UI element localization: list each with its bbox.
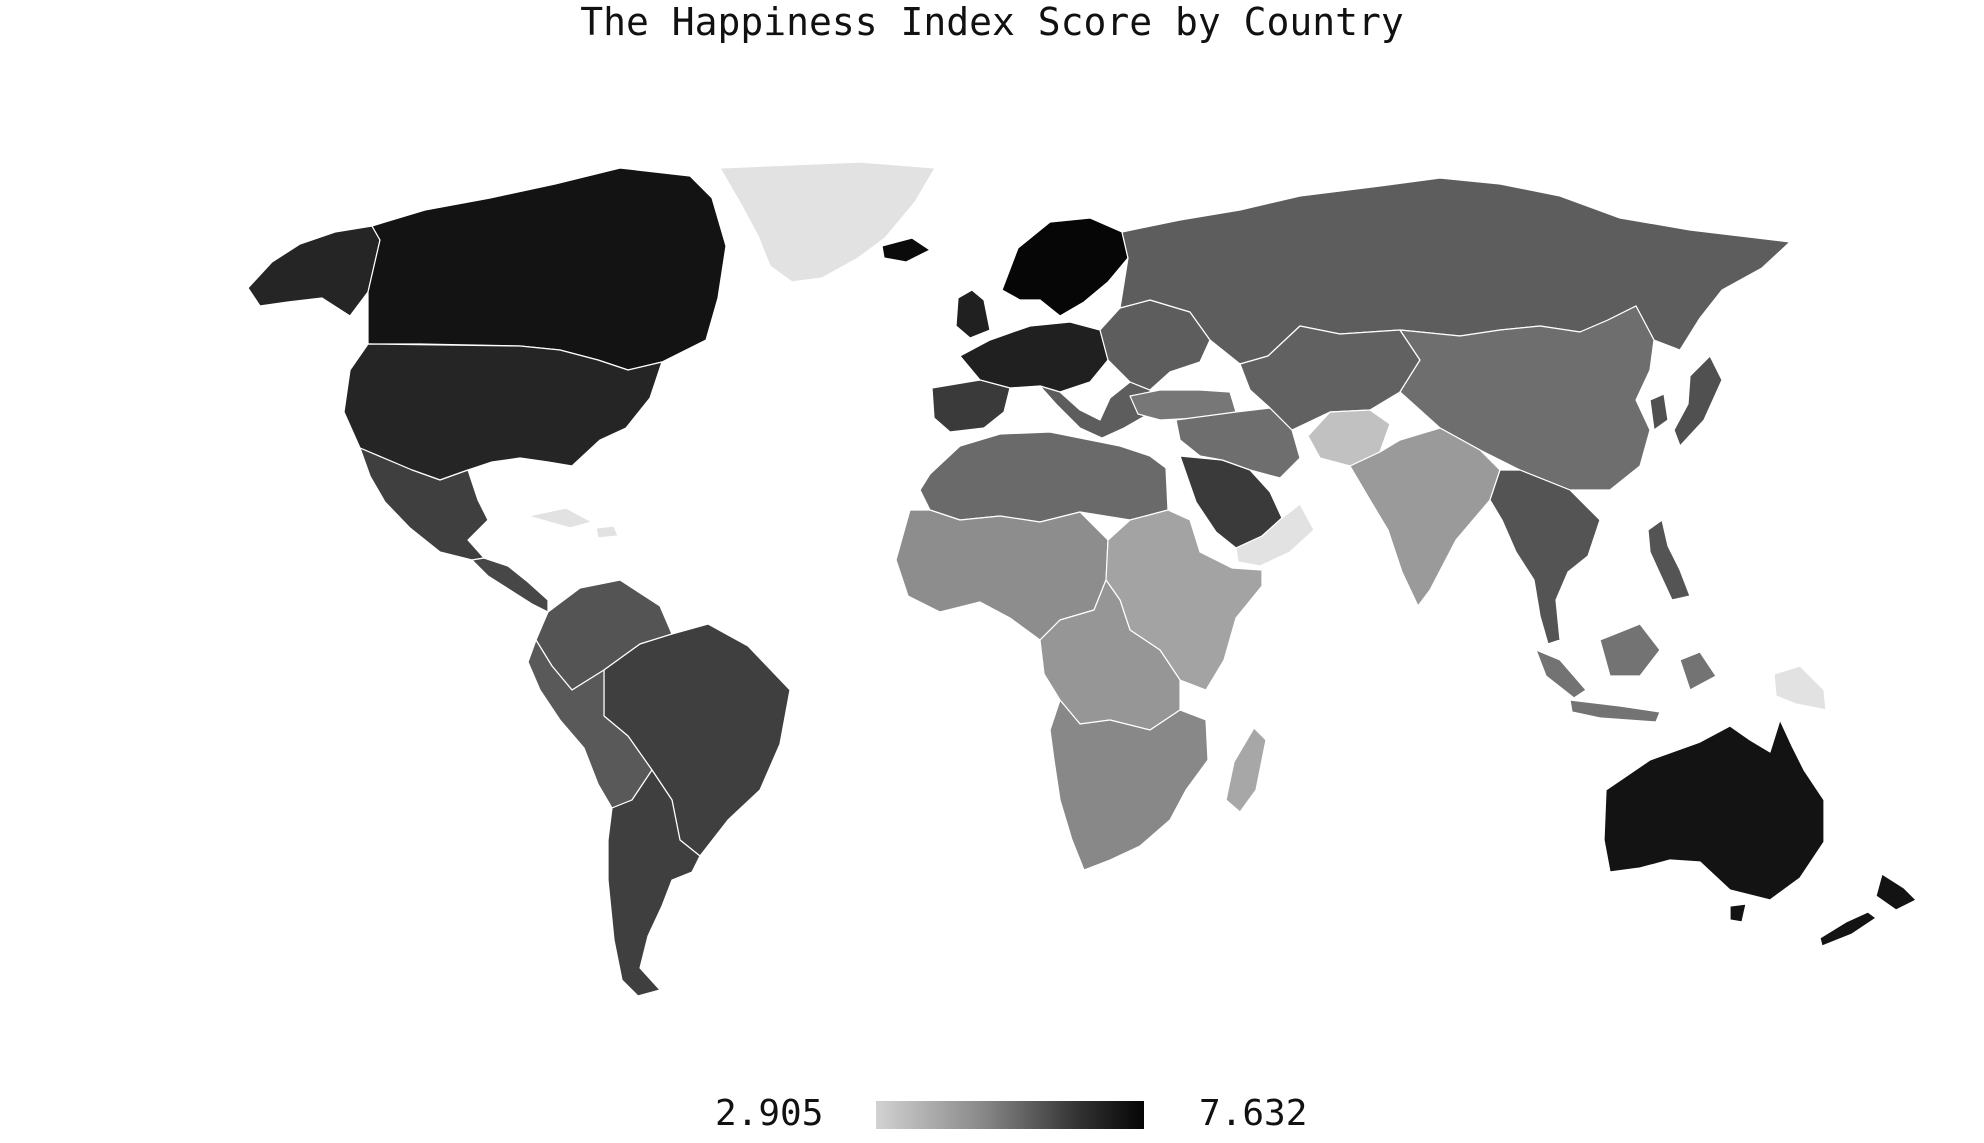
yemen-oman [1235, 503, 1315, 567]
tasmania [1729, 903, 1747, 923]
southern-africa [1049, 699, 1209, 871]
alaska [247, 225, 381, 317]
nordics [1001, 217, 1129, 317]
central-america [471, 557, 549, 613]
uk-ireland [955, 289, 991, 339]
southeast-asia [1489, 469, 1601, 645]
caribbean [527, 507, 619, 539]
middle-east [1175, 407, 1301, 479]
australia [1603, 719, 1825, 901]
north-africa [919, 431, 1169, 523]
iceland [881, 237, 931, 263]
canada [367, 167, 727, 371]
madagascar [1225, 727, 1267, 813]
iberia [931, 379, 1011, 433]
korea-japan [1649, 355, 1723, 447]
mexico [359, 447, 489, 561]
south-asia [1349, 427, 1501, 607]
new-zealand [1819, 873, 1917, 947]
map-title: The Happiness Index Score by Country [580, 0, 1404, 44]
indonesia [1535, 623, 1717, 723]
greenland [719, 161, 936, 283]
papua-new-guinea [1773, 665, 1827, 711]
philippines [1647, 519, 1691, 601]
southern-cone [607, 769, 701, 997]
